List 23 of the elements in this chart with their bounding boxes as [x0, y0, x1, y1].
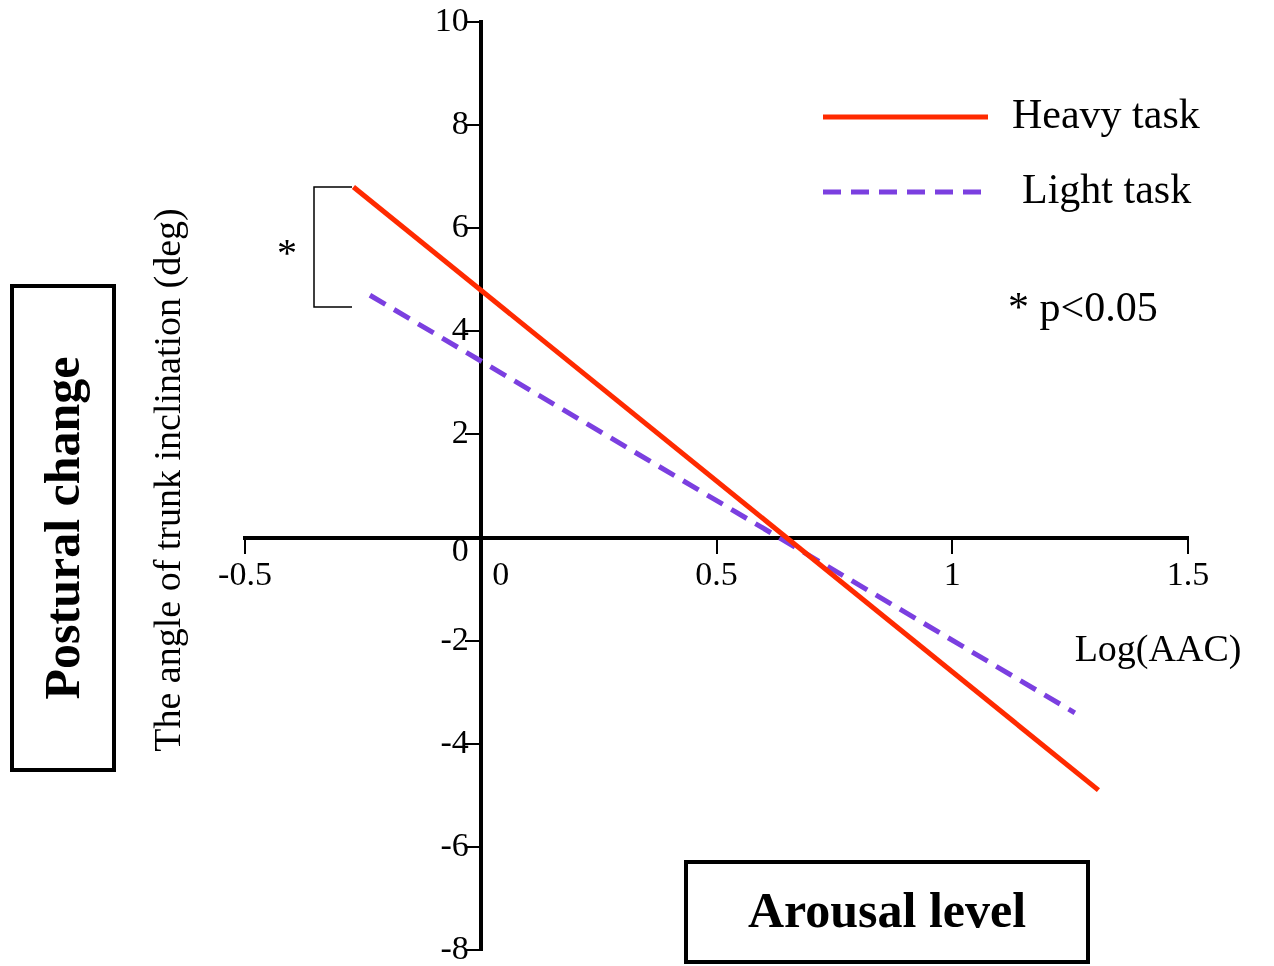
x-tick-label: 1 — [943, 555, 961, 593]
y-tick-label: -2 — [440, 619, 469, 657]
annotation: * — [277, 229, 297, 275]
y-tick-label: 4 — [451, 310, 469, 348]
annotation: * p<0.05 — [1008, 284, 1158, 331]
annotation: Arousal level — [747, 881, 1027, 938]
legend-label: Heavy task — [1012, 91, 1200, 138]
x-tick-label: 1.5 — [1166, 555, 1210, 593]
text: Postural change — [33, 356, 90, 700]
x-tick-label: 0 — [492, 555, 510, 593]
y-axis-title: The angle of trunk inclination (deg) — [145, 208, 189, 752]
y-tick-label: 10 — [434, 0, 469, 38]
y-tick-label: 2 — [451, 413, 469, 451]
x-tick-label: -0.5 — [218, 555, 272, 593]
y-tick-label: -4 — [440, 722, 469, 760]
y-tick-label: -6 — [440, 825, 469, 863]
y-tick-label: 8 — [451, 104, 469, 142]
x-tick-label: 0.5 — [695, 555, 738, 593]
legend-label: Light task — [1022, 166, 1192, 213]
x-axis-title: Log(AAC) — [1074, 626, 1242, 670]
y-tick-label: 0 — [451, 531, 469, 569]
y-tick-label: 6 — [451, 207, 469, 245]
y-tick-label: -8 — [440, 928, 469, 966]
